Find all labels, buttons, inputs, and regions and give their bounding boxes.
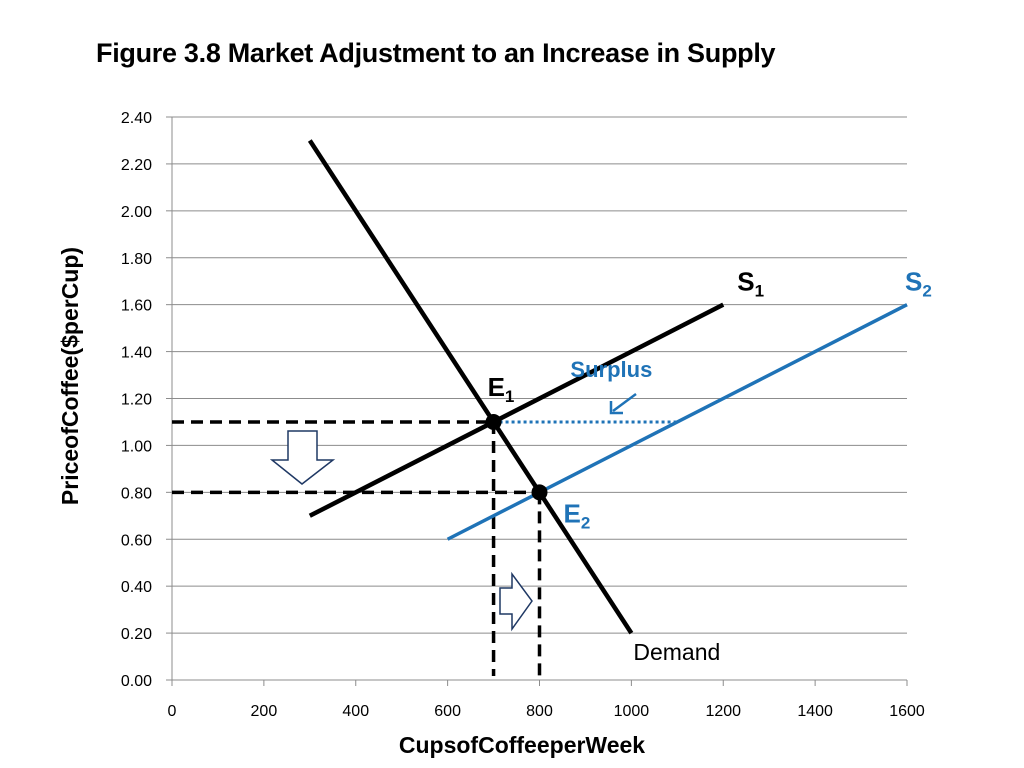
x-tick-label: 800 (526, 703, 553, 720)
y-tick-label: 1.80 (121, 251, 152, 268)
demand-label: Demand (633, 639, 720, 665)
e2-label: E2 (564, 498, 591, 532)
e1-label: E1 (488, 372, 515, 406)
x-tick-label: 1200 (705, 703, 741, 720)
y-tick-label: 0.20 (121, 626, 152, 643)
x-tick-label: 1000 (614, 703, 650, 720)
surplus-label: Surplus (570, 357, 652, 382)
y-tick-label: 1.00 (121, 438, 152, 455)
y-tick-label: 2.00 (121, 204, 152, 221)
arrow-layer (272, 394, 636, 629)
s1-curve (310, 305, 723, 516)
s2-label: S2 (905, 267, 932, 301)
y-tick-label: 0.40 (121, 579, 152, 596)
x-axis-title: CupsofCoffeeperWeek (399, 732, 645, 758)
equilibrium-point-1 (486, 414, 502, 430)
y-tick-label: 1.20 (121, 392, 152, 409)
y-tick-label: 2.20 (121, 157, 152, 174)
quantity-right-arrow (500, 574, 532, 629)
y-tick-label: 2.40 (121, 110, 152, 127)
demand-curve (310, 140, 632, 633)
y-axis-title: PriceofCoffee($perCup) (57, 247, 83, 505)
x-tick-label: 200 (251, 703, 278, 720)
x-tick-label: 1600 (889, 703, 925, 720)
x-tick-label: 400 (342, 703, 369, 720)
x-tick-label: 1400 (797, 703, 833, 720)
s2-curve (448, 305, 907, 540)
x-tick-label: 0 (168, 703, 177, 720)
y-tick-label: 0.00 (121, 673, 152, 690)
y-tick-label: 0.60 (121, 532, 152, 549)
curve-layer (310, 140, 907, 633)
price-down-arrow (272, 431, 333, 484)
y-tick-label: 0.80 (121, 485, 152, 502)
s1-label: S1 (737, 267, 764, 301)
equilibrium-point-2 (532, 484, 548, 500)
x-tick-label: 600 (434, 703, 461, 720)
surplus-pointer-shaft (613, 394, 636, 411)
y-tick-label: 1.60 (121, 298, 152, 315)
axis-layer: 0.00 0.20 0.40 0.60 0.80 1.00 1.20 1.40 1.60 1.80… (121, 110, 925, 720)
y-tick-label: 1.40 (121, 345, 152, 362)
